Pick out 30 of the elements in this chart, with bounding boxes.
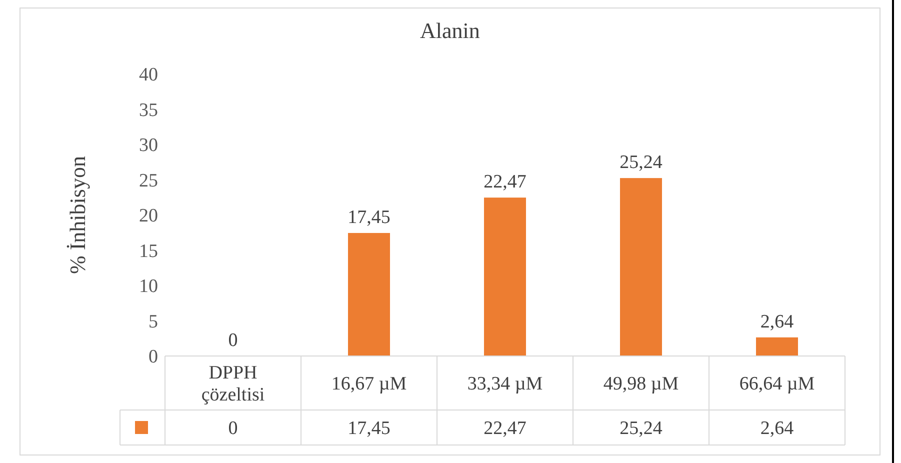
- y-tick-label: 35: [139, 100, 158, 121]
- text: 2,64: [760, 311, 794, 332]
- y-tick-label: 30: [139, 135, 158, 156]
- x-tick-label: 49,98 µM: [603, 374, 679, 395]
- data-label: 17,45: [348, 418, 390, 440]
- text: 0: [228, 330, 238, 351]
- bar: [484, 198, 526, 356]
- y-tick-label: 15: [139, 240, 158, 262]
- text: 17,45: [348, 206, 390, 228]
- x-tick-label: 16,67 µM: [331, 374, 407, 395]
- x-tick-label: 33,34 µM: [467, 374, 543, 395]
- y-tick-label: 20: [139, 206, 158, 227]
- y-tick-label: 10: [139, 276, 158, 298]
- bar: [620, 178, 662, 356]
- data-label: 0: [228, 418, 238, 440]
- y-tick-label: 5: [148, 311, 158, 332]
- data-label: 22,47: [484, 418, 526, 440]
- y-tick-label: 40: [139, 64, 158, 86]
- bar: [756, 337, 798, 356]
- bar: [348, 232, 390, 356]
- text: 22,47: [484, 172, 526, 193]
- data-label: 25,24: [620, 418, 663, 440]
- y-tick-label: 25: [139, 170, 158, 192]
- y-tick-label: 0: [148, 346, 158, 368]
- x-tick-label: 66,64 µM: [739, 374, 815, 395]
- text: 25,24: [620, 152, 662, 174]
- y-axis-title: % İnhibisyon: [65, 156, 90, 274]
- data-label: 2,64: [760, 418, 794, 440]
- x-tick-label: DPPH çözeltisi: [201, 362, 265, 406]
- chart-title: Alanin: [420, 18, 480, 43]
